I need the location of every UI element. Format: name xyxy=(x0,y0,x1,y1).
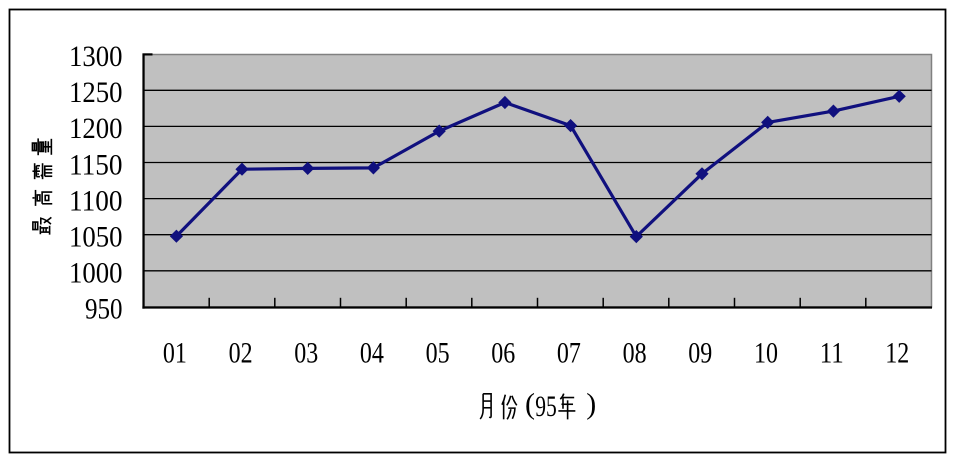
svg-text:1000: 1000 xyxy=(69,257,123,290)
svg-text:09: 09 xyxy=(688,337,712,370)
svg-text:01: 01 xyxy=(163,337,187,370)
svg-text:1100: 1100 xyxy=(69,184,123,217)
svg-text:02: 02 xyxy=(229,337,253,370)
svg-text:1200: 1200 xyxy=(69,112,123,145)
svg-text:07: 07 xyxy=(557,337,581,370)
svg-text:1050: 1050 xyxy=(69,221,123,254)
svg-text:(: ( xyxy=(525,388,535,421)
svg-text:10: 10 xyxy=(754,337,778,370)
svg-text:95: 95 xyxy=(535,390,557,423)
svg-text:04: 04 xyxy=(360,337,384,370)
svg-text:05: 05 xyxy=(426,337,450,370)
svg-text:08: 08 xyxy=(623,337,647,370)
svg-text:1150: 1150 xyxy=(69,148,123,181)
svg-text:): ) xyxy=(586,388,596,421)
svg-text:06: 06 xyxy=(491,337,515,370)
svg-text:12: 12 xyxy=(885,337,909,370)
svg-text:11: 11 xyxy=(820,337,844,370)
svg-text:1300: 1300 xyxy=(69,40,123,73)
svg-text:950: 950 xyxy=(85,293,123,326)
svg-text:1250: 1250 xyxy=(69,76,123,109)
svg-text:03: 03 xyxy=(294,337,318,370)
